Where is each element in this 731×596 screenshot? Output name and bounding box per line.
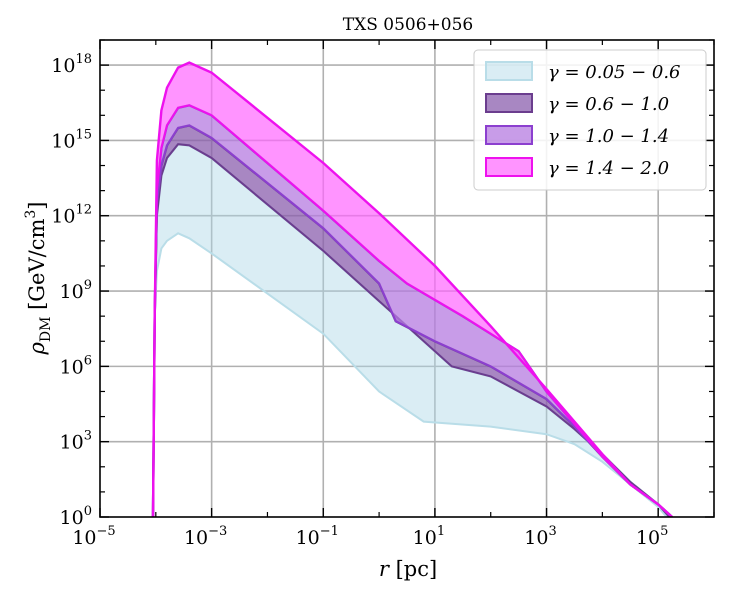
y-tick-label: 106: [60, 353, 92, 378]
band-4: [153, 62, 673, 517]
legend-swatch-2: [485, 93, 533, 113]
band-1-lower-edge: [152, 232, 668, 517]
x-tick-label: 10−1: [296, 524, 339, 549]
x-tick-label: 10−5: [72, 524, 115, 549]
band-4-upper-edge: [151, 61, 673, 517]
band-3: [153, 105, 673, 517]
legend-label-2: γ = 0.6 − 1.0: [548, 94, 669, 115]
band-4-lower-edge: [152, 104, 673, 517]
chart-title: TXS 0506+056: [343, 15, 473, 35]
legend-label-4: γ = 1.4 − 2.0: [548, 158, 669, 179]
y-axis-label: ρDM [GeV/cm3]: [23, 201, 54, 355]
legend-box: [473, 49, 707, 191]
x-tick-label: 103: [524, 524, 556, 549]
x-tick-label: 10−3: [184, 524, 227, 549]
y-tick-label: 1012: [51, 203, 92, 228]
axes: [99, 39, 715, 518]
legend-label-3: γ = 1.0 − 1.4: [548, 126, 669, 147]
ticks: 10−5 10−3 10−1 101 103 105 100 103 106 109 1012 101…: [51, 39, 715, 549]
y-tick-label: 1018: [51, 52, 92, 77]
x-tick-label: 105: [636, 524, 668, 549]
legend-swatch-4: [485, 157, 533, 177]
y-tick-label: 100: [60, 504, 92, 529]
legend-label-1: γ = 0.05 − 0.6: [548, 62, 681, 83]
y-tick-label: 109: [60, 278, 92, 303]
legend: γ = 0.05 − 0.6 γ = 0.6 − 1.0 γ = 1.0 − 1.4…: [473, 49, 707, 191]
x-axis-label: r [pc]: [379, 557, 437, 581]
plot-frame: [99, 39, 715, 518]
y-tick-label: 1015: [51, 127, 92, 152]
legend-swatch-3: [485, 125, 533, 145]
legend-swatch-1: [485, 61, 533, 81]
y-tick-label: 103: [60, 429, 92, 454]
x-tick-label: 101: [413, 524, 445, 549]
bands: [151, 61, 673, 517]
